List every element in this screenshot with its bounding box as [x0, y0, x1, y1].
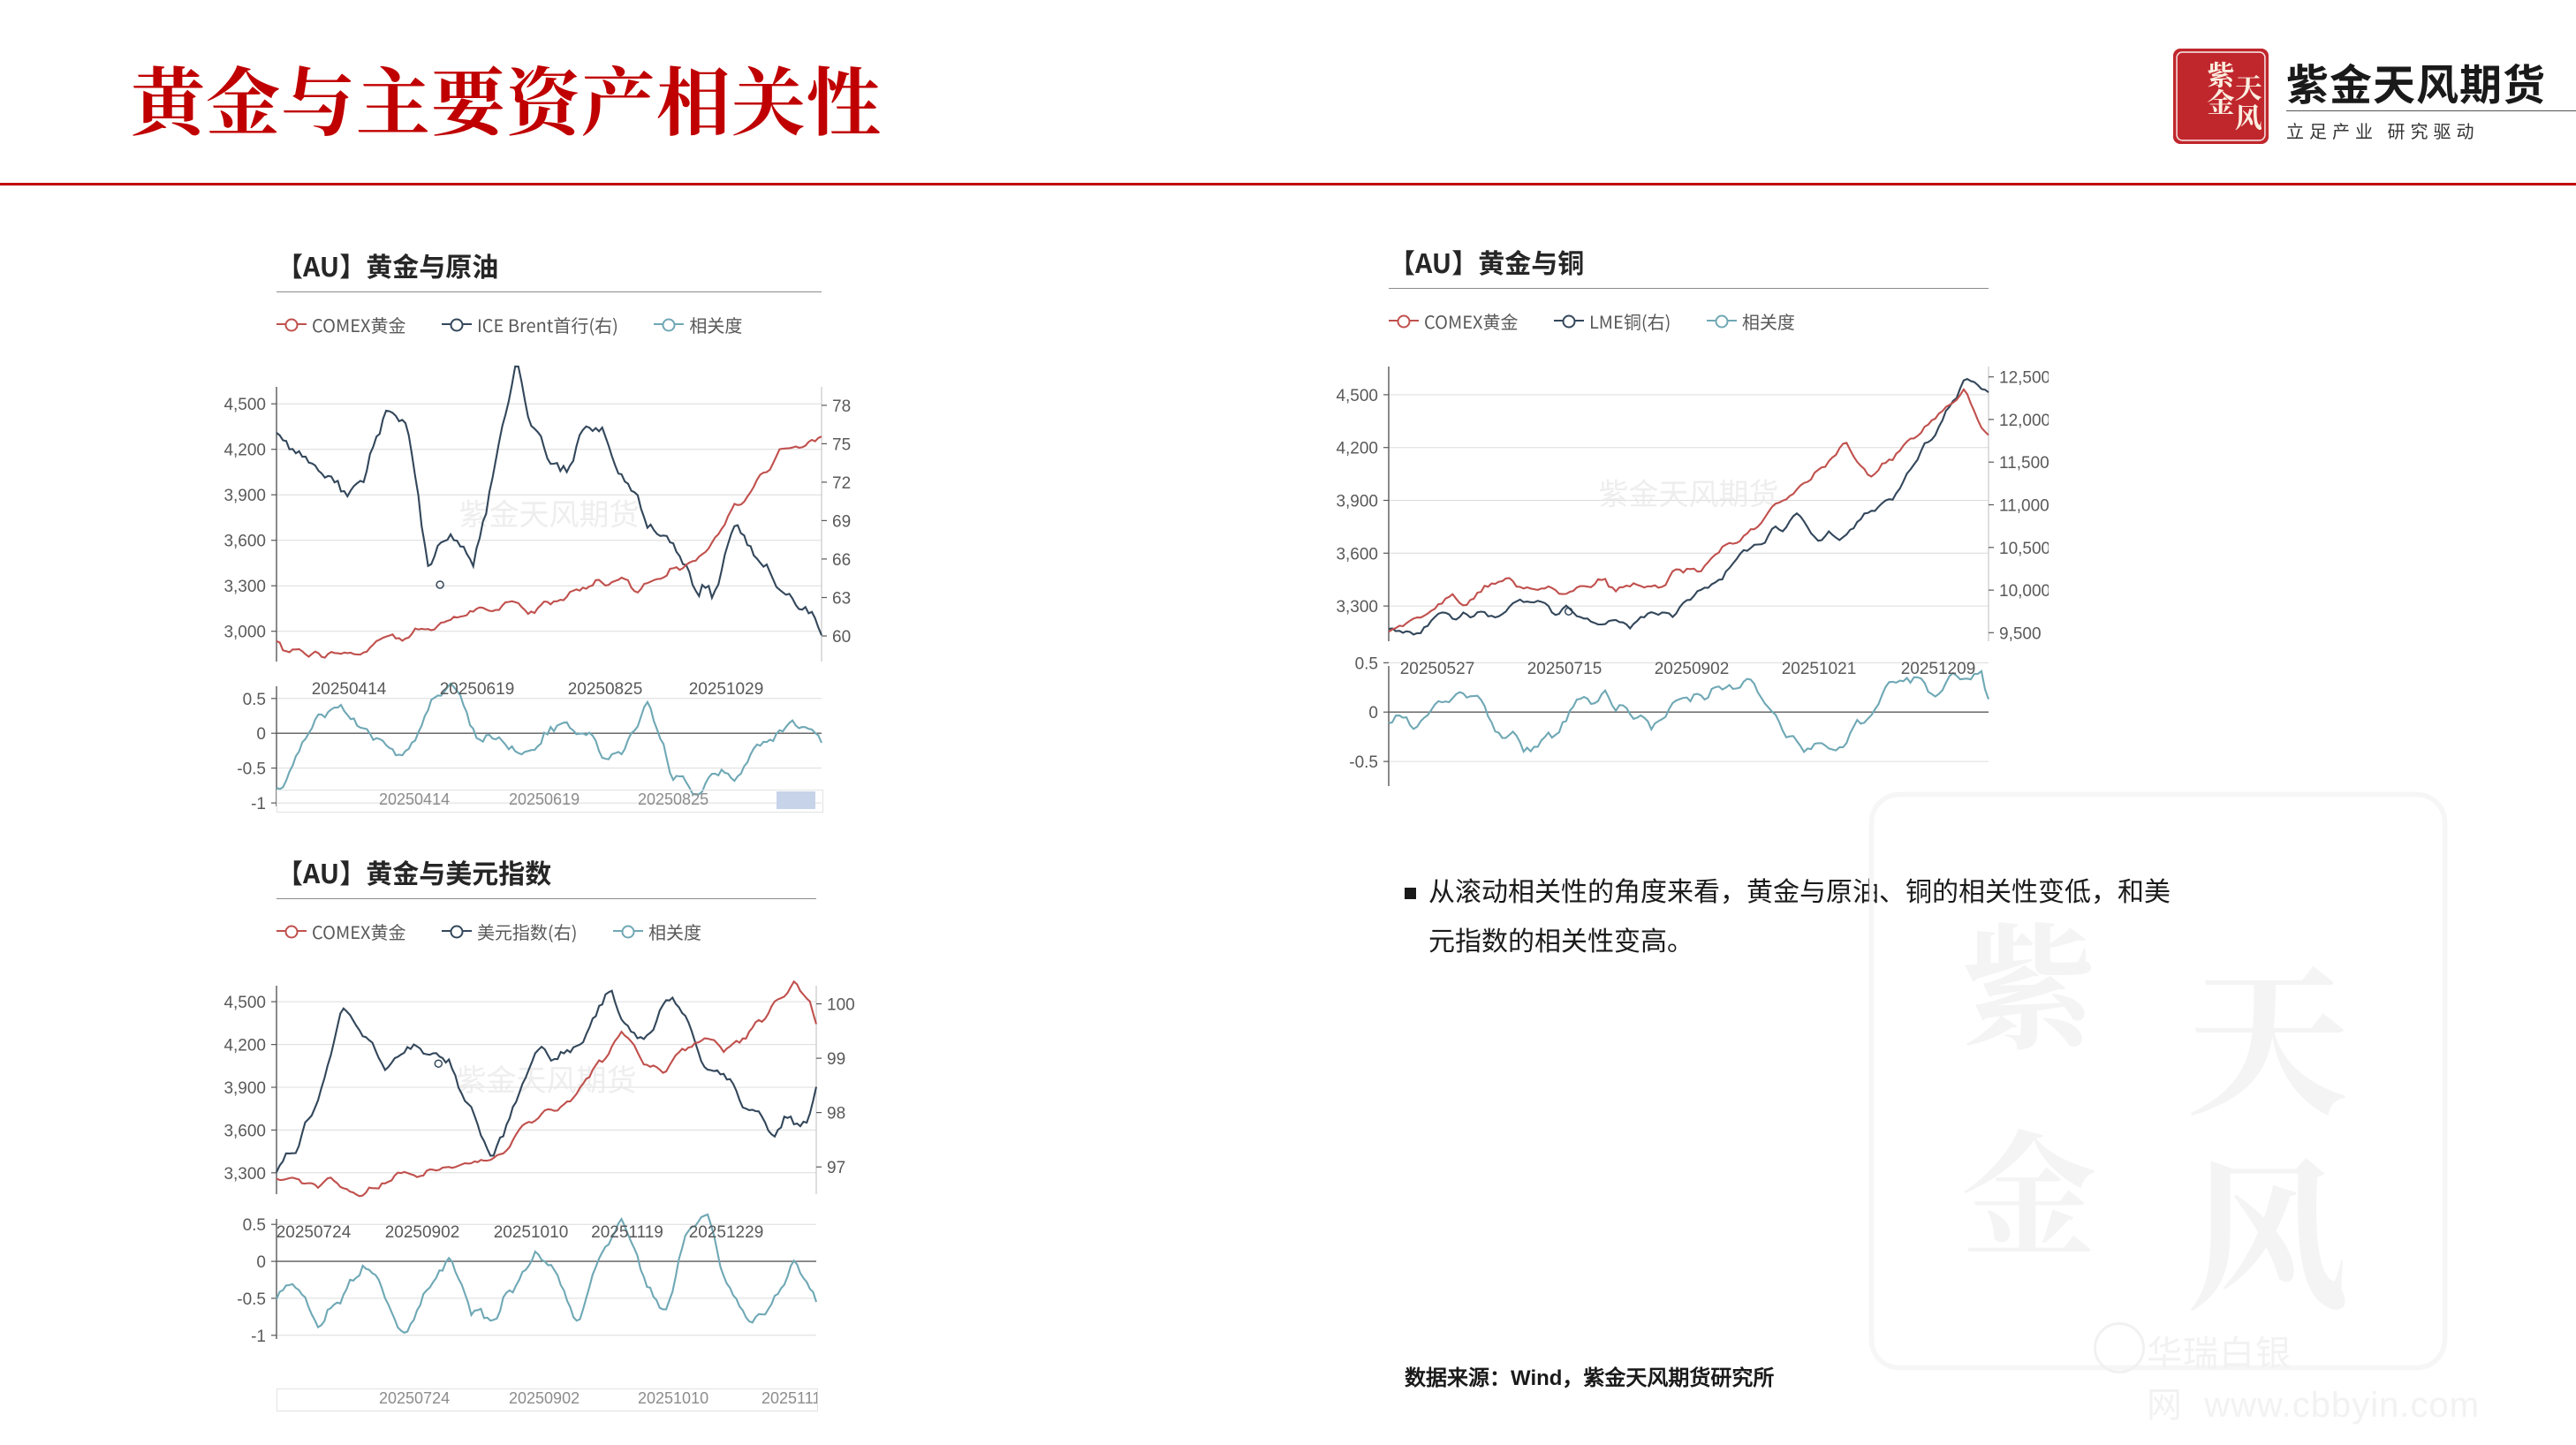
svg-text:99: 99	[827, 1050, 845, 1069]
svg-text:10,000: 10,000	[1999, 582, 2049, 601]
svg-text:紫金天风期货: 紫金天风期货	[1599, 479, 1779, 512]
svg-text:风: 风	[2235, 95, 2262, 135]
svg-text:3,300: 3,300	[1336, 598, 1378, 617]
svg-text:4,200: 4,200	[224, 442, 266, 460]
svg-text:3,900: 3,900	[1336, 493, 1378, 511]
svg-text:11,500: 11,500	[1999, 454, 2049, 473]
svg-text:风: 风	[2186, 1108, 2350, 1343]
svg-text:72: 72	[832, 474, 851, 493]
svg-text:98: 98	[827, 1105, 845, 1123]
svg-text:3,000: 3,000	[224, 624, 266, 642]
svg-text:0: 0	[256, 725, 266, 744]
svg-text:12,500: 12,500	[1999, 369, 2049, 388]
svg-text:11,000: 11,000	[1999, 497, 2049, 516]
svg-text:3,300: 3,300	[224, 578, 266, 596]
svg-text:-1: -1	[251, 1328, 266, 1346]
svg-text:4,200: 4,200	[224, 1037, 266, 1055]
svg-text:66: 66	[832, 551, 851, 570]
svg-text:金: 金	[1961, 1089, 2096, 1283]
svg-text:4,500: 4,500	[1336, 387, 1378, 405]
svg-text:0.5: 0.5	[243, 691, 266, 709]
svg-text:3,600: 3,600	[1336, 545, 1378, 564]
svg-text:12,000: 12,000	[1999, 412, 2049, 430]
svg-text:100: 100	[827, 996, 855, 1015]
svg-text:60: 60	[832, 628, 851, 647]
svg-text:紫金天风期货: 紫金天风期货	[457, 1064, 637, 1098]
svg-text:4,500: 4,500	[224, 994, 266, 1012]
svg-text:63: 63	[832, 590, 851, 609]
svg-text:97: 97	[827, 1159, 845, 1177]
svg-text:-0.5: -0.5	[1349, 753, 1378, 772]
svg-text:-0.5: -0.5	[237, 1290, 266, 1309]
svg-text:69: 69	[832, 512, 851, 531]
svg-text:3,300: 3,300	[224, 1165, 266, 1184]
svg-text:4,200: 4,200	[1336, 440, 1378, 458]
svg-text:0: 0	[256, 1253, 266, 1272]
svg-text:78: 78	[832, 397, 851, 416]
svg-text:0: 0	[1368, 704, 1378, 722]
svg-text:3,600: 3,600	[224, 533, 266, 551]
svg-text:3,600: 3,600	[224, 1122, 266, 1140]
svg-text:4,500: 4,500	[224, 396, 266, 414]
svg-text:10,500: 10,500	[1999, 540, 2049, 558]
svg-text:0.5: 0.5	[1355, 654, 1378, 673]
svg-text:金: 金	[2207, 81, 2234, 121]
svg-text:3,900: 3,900	[224, 487, 266, 505]
svg-text:0.5: 0.5	[243, 1216, 266, 1235]
svg-text:9,500: 9,500	[1999, 624, 2042, 643]
svg-text:-1: -1	[251, 795, 266, 813]
svg-text:-0.5: -0.5	[237, 760, 266, 779]
svg-text:75: 75	[832, 435, 851, 454]
svg-text:3,900: 3,900	[224, 1079, 266, 1098]
